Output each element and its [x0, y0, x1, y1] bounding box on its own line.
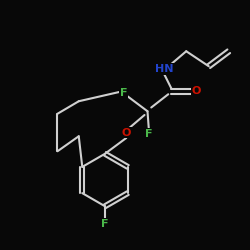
Text: O: O	[192, 86, 201, 96]
Text: HN: HN	[154, 64, 173, 74]
Text: F: F	[145, 129, 152, 139]
Text: F: F	[120, 88, 128, 98]
Text: O: O	[122, 128, 131, 138]
Text: F: F	[101, 219, 109, 229]
